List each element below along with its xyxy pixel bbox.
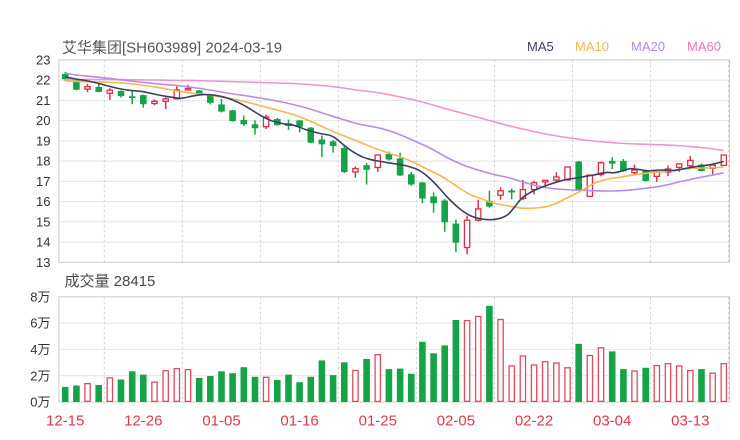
svg-text:18: 18 (36, 154, 50, 169)
svg-text:16: 16 (36, 194, 50, 209)
svg-text:6万: 6万 (30, 316, 50, 331)
svg-text:MA20: MA20 (631, 39, 665, 54)
svg-text:8万: 8万 (30, 289, 50, 304)
svg-text:20: 20 (36, 113, 50, 128)
svg-text:01-05: 01-05 (202, 412, 240, 429)
svg-text:12-26: 12-26 (124, 412, 162, 429)
svg-text:12-15: 12-15 (46, 412, 84, 429)
svg-text:22: 22 (36, 73, 50, 88)
svg-text:17: 17 (36, 174, 50, 189)
svg-text:13: 13 (36, 255, 50, 270)
svg-text:01-16: 01-16 (280, 412, 318, 429)
svg-text:MA5: MA5 (527, 39, 554, 54)
svg-text:MA60: MA60 (687, 39, 721, 54)
svg-text:成交量 28415: 成交量 28415 (65, 272, 156, 290)
svg-text:21: 21 (36, 93, 50, 108)
svg-text:19: 19 (36, 134, 50, 149)
svg-text:4万: 4万 (30, 342, 50, 357)
svg-text:03-04: 03-04 (593, 412, 631, 429)
svg-text:02-05: 02-05 (437, 412, 475, 429)
svg-text:14: 14 (36, 235, 50, 250)
svg-text:15: 15 (36, 214, 50, 229)
svg-text:MA10: MA10 (575, 39, 609, 54)
svg-text:23: 23 (36, 53, 50, 68)
svg-text:02-22: 02-22 (515, 412, 553, 429)
svg-text:01-25: 01-25 (359, 412, 397, 429)
svg-text:艾华集团[SH603989] 2024-03-19: 艾华集团[SH603989] 2024-03-19 (62, 40, 282, 57)
svg-text:0万: 0万 (30, 395, 50, 410)
svg-text:2万: 2万 (30, 368, 50, 383)
svg-text:03-13: 03-13 (671, 412, 709, 429)
